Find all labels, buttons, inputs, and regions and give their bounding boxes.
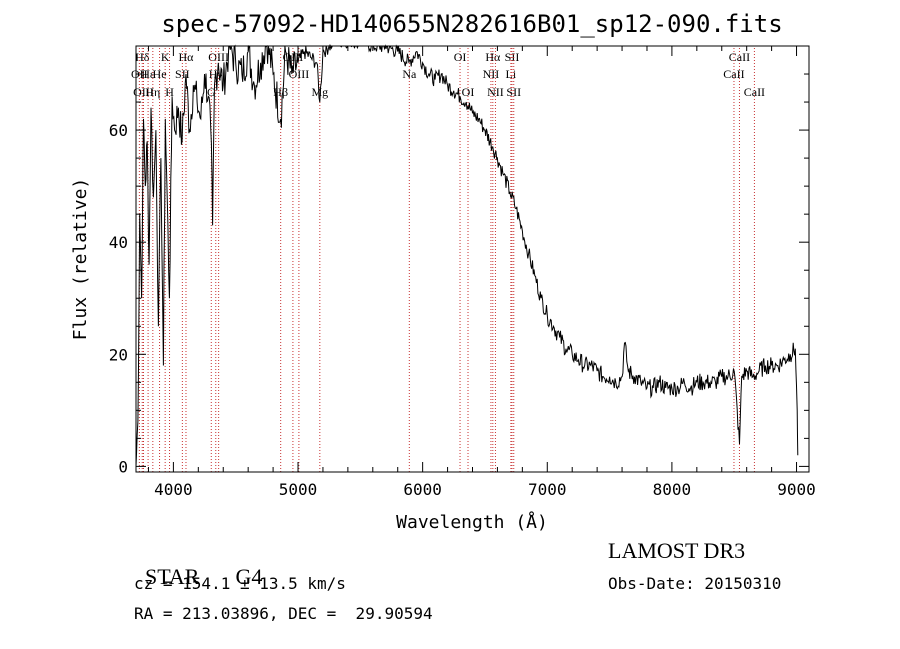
survey-label: LAMOST DR3 xyxy=(608,538,746,563)
line-marker-label: He xyxy=(153,67,167,81)
line-marker-label: Na xyxy=(402,67,417,81)
line-marker-label: CaII xyxy=(744,85,765,99)
line-marker-label: NII xyxy=(487,85,504,99)
line-marker-label: NII xyxy=(483,67,500,81)
axis-ticks: 4000 5000 6000 7000 8000 9000 0 20 40 60 xyxy=(109,46,816,499)
x-axis-label: Wavelength (Å) xyxy=(396,511,548,533)
chart-title: spec-57092-HD140655N282616B01_sp12-090.f… xyxy=(161,10,782,38)
spectrum-line xyxy=(135,44,799,467)
class-label: STAR xyxy=(145,564,200,589)
redshift-text: cz = 154.1 ± 13.5 km/s xyxy=(134,574,346,593)
line-marker-label: SII xyxy=(175,67,190,81)
y-tick-label: 40 xyxy=(109,233,128,252)
line-marker-label: Hη xyxy=(145,85,160,99)
line-marker-label: Hδ xyxy=(135,50,150,64)
line-marker-label: K xyxy=(161,50,170,64)
line-marker-label: SII xyxy=(505,50,520,64)
y-axis-label: Flux (relative) xyxy=(70,178,91,341)
line-marker-label: H xyxy=(165,85,174,99)
x-tick-label: 8000 xyxy=(653,480,692,499)
line-marker-label: CaII xyxy=(723,67,744,81)
x-tick-label: 5000 xyxy=(279,480,318,499)
y-tick-label: 60 xyxy=(109,121,128,140)
line-marker-label: Li xyxy=(506,67,517,81)
y-tick-label: 20 xyxy=(109,345,128,364)
y-tick-label: 0 xyxy=(118,457,128,476)
line-marker-label: G xyxy=(207,85,216,99)
series-layer xyxy=(135,44,799,467)
x-tick-label: 6000 xyxy=(403,480,442,499)
coordinates: RA = 213.03896, DEC = 29.90594 xyxy=(134,604,433,623)
x-tick-label: 7000 xyxy=(528,480,567,499)
line-marker-label: CaII xyxy=(729,50,750,64)
line-marker-label: Hα xyxy=(485,50,501,64)
object-class: STAR G4 xyxy=(134,538,262,590)
obs-date: Obs-Date: 20150310 xyxy=(608,574,782,593)
x-tick-label: 9000 xyxy=(777,480,816,499)
line-marker-label: SII xyxy=(506,85,521,99)
line-marker-label: OIII xyxy=(208,50,229,64)
line-marker-label: OI xyxy=(462,85,475,99)
line-marker-label: OIII xyxy=(133,85,154,99)
subclass-label: G4 xyxy=(235,564,263,589)
line-marker-label: OI xyxy=(454,50,467,64)
x-tick-label: 4000 xyxy=(154,480,193,499)
line-marker-label: Hα xyxy=(178,50,194,64)
line-marker-label: Hε xyxy=(141,67,155,81)
